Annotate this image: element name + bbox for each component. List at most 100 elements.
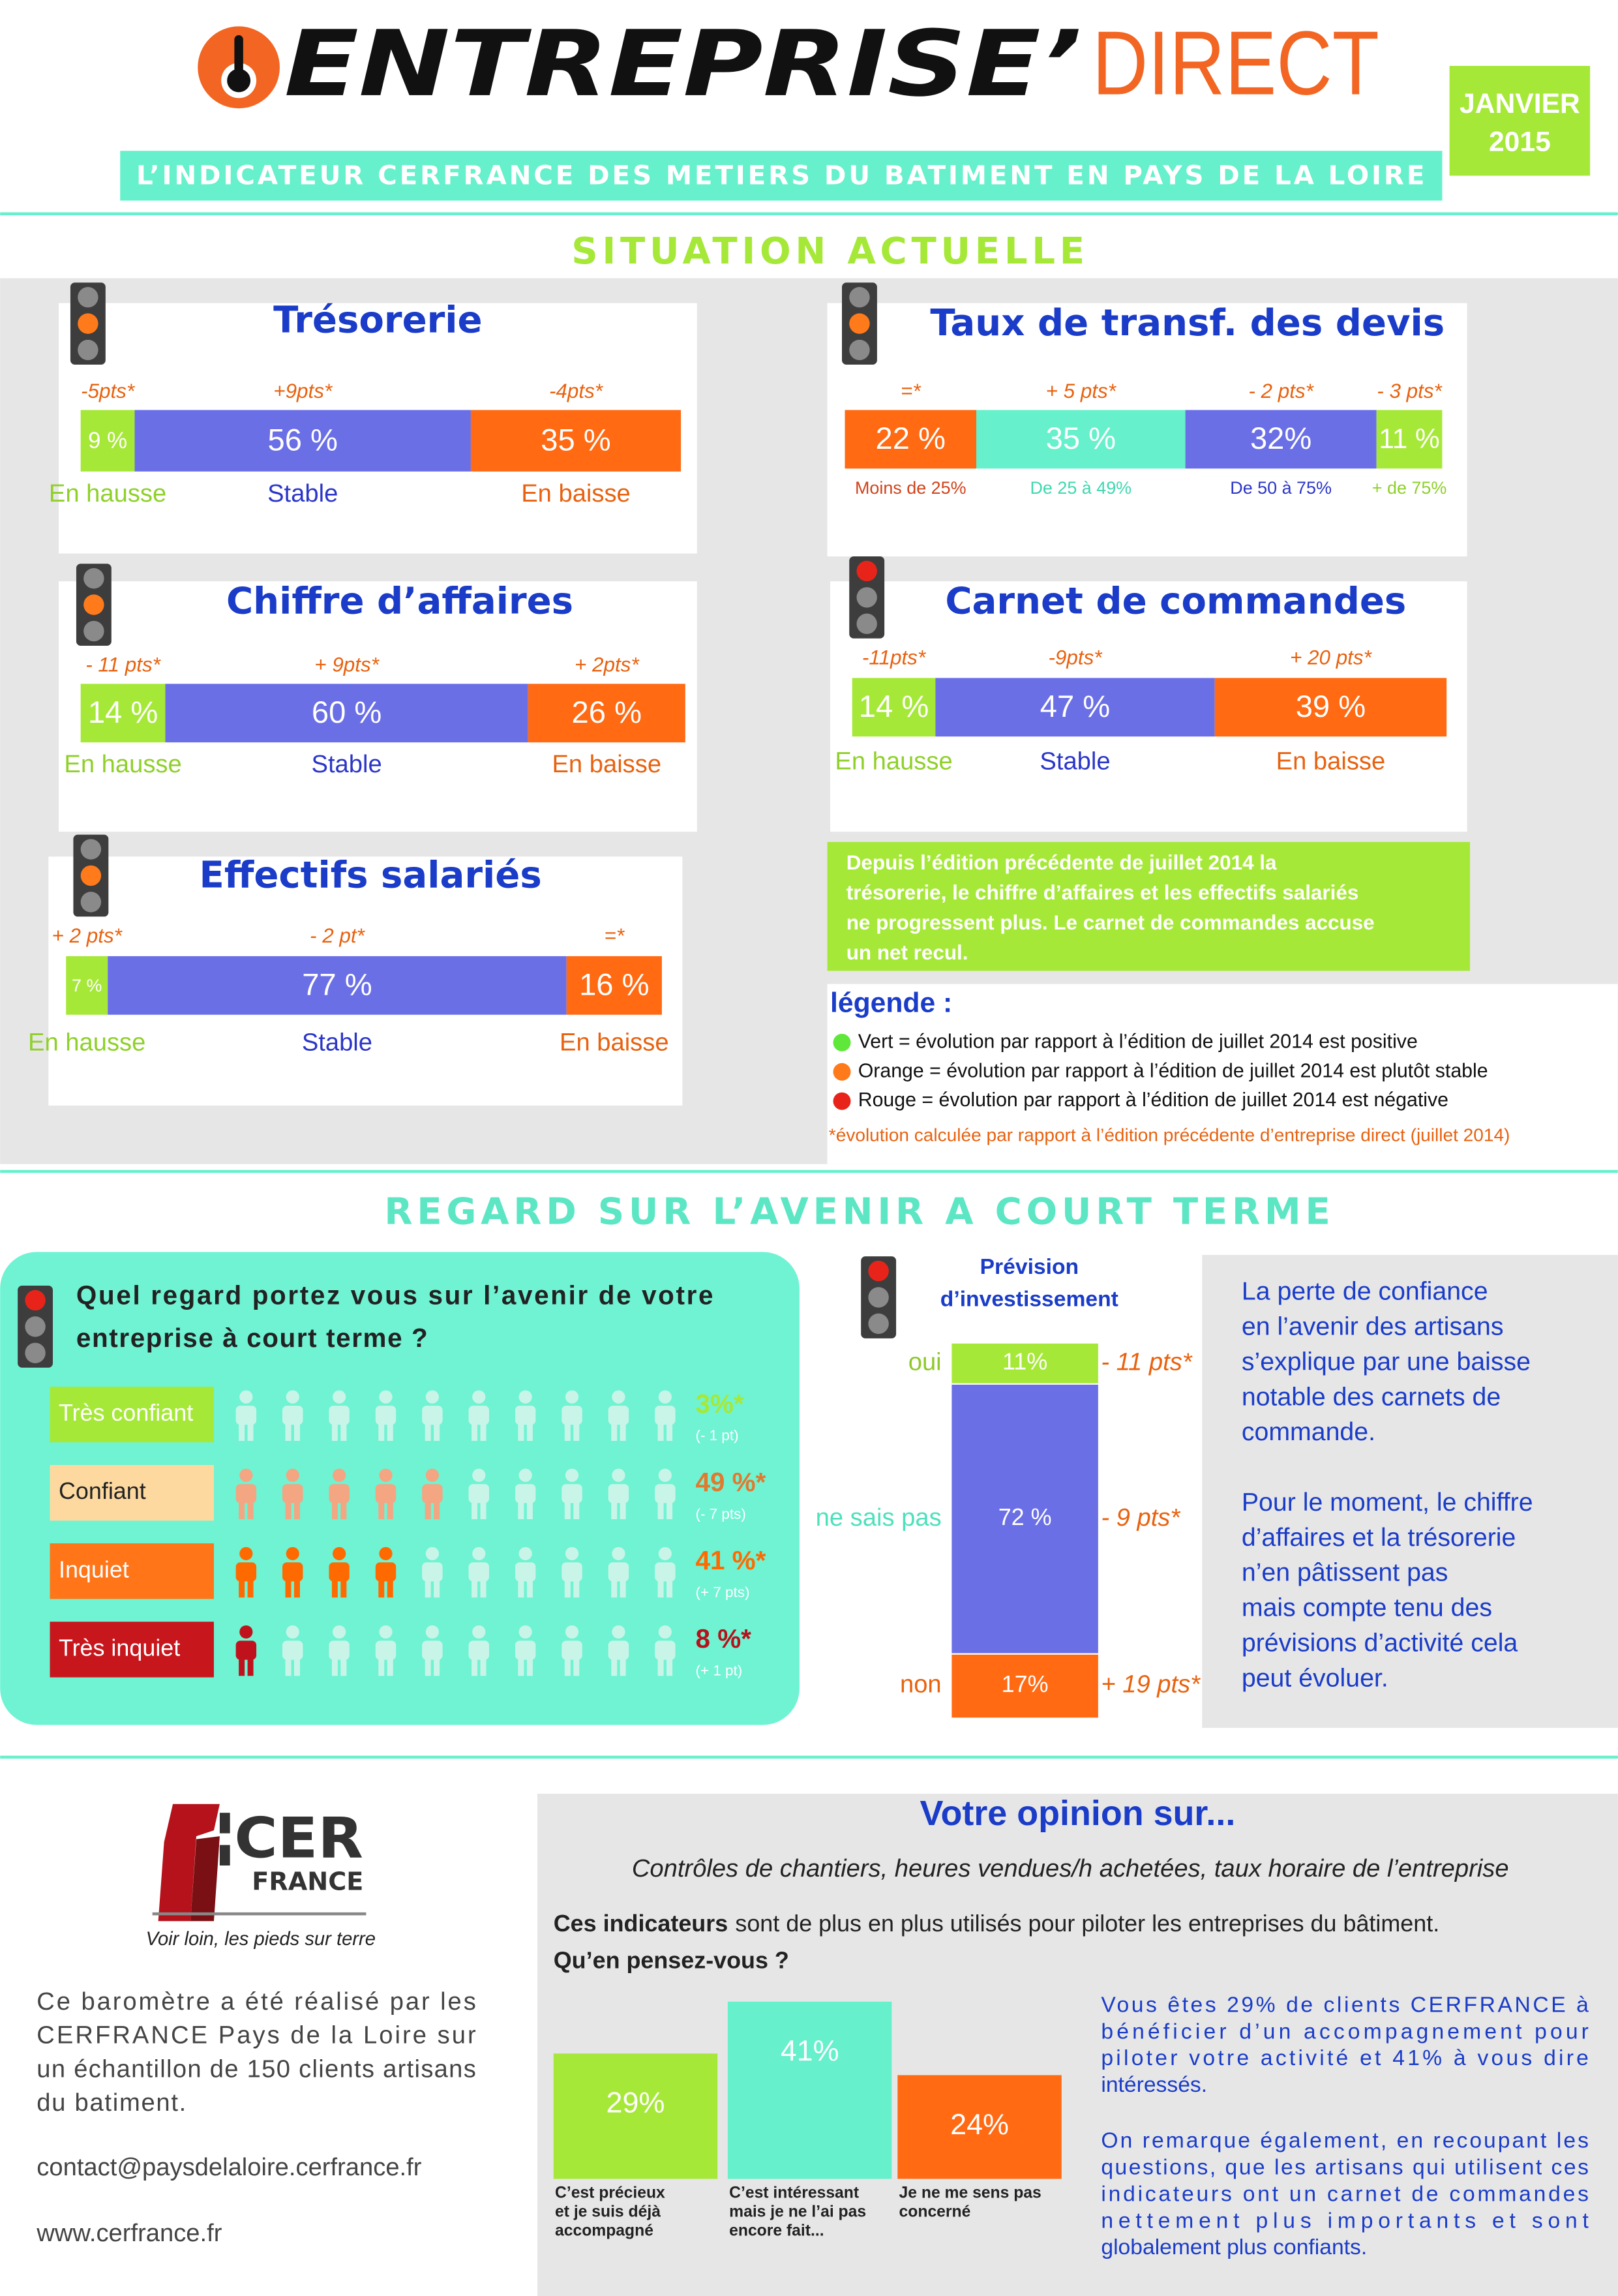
category-label: C’est intéressant [729,2184,859,2201]
traffic-light-lamp [868,1313,889,1335]
value-label: 14 % [859,689,929,723]
person-icon [655,1468,676,1520]
question-text: Quel regard portez vous sur l’avenir de … [76,1280,713,1310]
value-label: 11 % [1379,423,1439,454]
comment-text: n’en pâtissent pas [1242,1558,1448,1587]
category-label: Stable [1040,748,1110,776]
value-label: 17% [1002,1670,1049,1697]
person-body [235,1562,257,1582]
panel-title: Trésorerie [273,299,482,342]
person-leg [480,1423,487,1441]
bar-segment [134,410,471,472]
comment-text: intéressés. [1101,2073,1207,2097]
person-icon [329,1390,350,1441]
person-body [562,1562,582,1582]
answer-value: 3%* [696,1389,744,1419]
person-body [468,1640,489,1660]
person-leg [434,1423,440,1441]
person-icon [608,1468,629,1520]
comment-text: prévisions d’activité cela [1242,1628,1518,1657]
person-leg [434,1580,440,1598]
change-label: =* [605,924,625,947]
category-label: Stable [312,750,382,778]
bar-segment [951,1342,1098,1384]
category-label: oui [908,1348,942,1376]
person-body [375,1562,397,1582]
comment-text: mais compte tenu des [1242,1594,1492,1622]
comment-text: globalement plus confiants. [1101,2235,1367,2259]
change-label: + 9pts* [314,654,380,676]
logo-mark [190,1836,220,1922]
value-label: 11% [1002,1348,1047,1375]
category-label: accompagné [555,2222,653,2240]
person-leg [425,1580,431,1598]
change-label: - 2 pt* [310,924,366,947]
comment-text: questions, que les artisans qui utilisen… [1101,2156,1589,2180]
person-leg [611,1658,618,1676]
person-body [608,1484,629,1503]
person-icon [562,1547,582,1598]
person-head [658,1390,672,1404]
category-label: En baisse [560,1029,669,1057]
person-leg [340,1423,347,1441]
answer-label: Très confiant [59,1399,193,1426]
value-label: 41% [781,2034,839,2067]
summary-text: trésorerie, le chiffre d’affaires et les… [846,881,1359,904]
person-head [518,1625,532,1639]
person-head [658,1468,672,1482]
brand-suffix: DIRECT [1092,13,1379,114]
bar [727,2001,892,2179]
person-leg [564,1502,571,1520]
answer-box [50,1543,214,1599]
category-label: mais je ne l’ai pas [729,2203,866,2221]
person-icon [422,1547,443,1598]
value-label: 26 % [572,695,642,729]
traffic-light-lamp [83,594,104,615]
legend-box [827,984,1618,1164]
summary-text: un net recul. [846,941,968,964]
traffic-light-lamp [25,1290,46,1311]
person-leg [620,1502,626,1520]
traffic-light-lamp [849,313,870,334]
value-label: 22 % [876,421,946,455]
traffic-light-lamp [80,839,102,860]
value-label: 35 % [1046,421,1116,455]
person-leg [247,1502,254,1520]
category-label: Stable [302,1029,372,1057]
change-label: - 2 pts* [1248,380,1314,402]
category-label: De 50 à 75% [1230,478,1332,498]
value-label: 32% [1250,421,1311,455]
traffic-light-lamp [25,1316,46,1337]
bar-segment [566,956,662,1015]
person-body [515,1640,536,1660]
person-head [612,1625,625,1639]
person-icon [422,1468,443,1520]
question-rest: sont de plus en plus utilisés pour pilot… [735,1911,1439,1937]
question-strong: Qu’en pensez-vous ? [554,1947,789,1974]
legend-text: Vert = évolution par rapport à l’édition… [858,1031,1418,1052]
question-text: entreprise à court terme ? [76,1323,428,1353]
answer-change: (+ 7 pts) [696,1584,750,1600]
logo-text: FRANCE [252,1867,363,1896]
person-leg [247,1658,254,1676]
chart-title: d’investissement [940,1287,1118,1311]
person-icon [515,1390,536,1441]
question-panel [0,1252,800,1725]
person-leg [564,1423,571,1441]
person-leg [387,1658,393,1676]
person-leg [239,1423,245,1441]
panel-title: Chiffre d’affaires [226,581,573,623]
value-label: 60 % [312,695,382,729]
person-leg [573,1502,580,1520]
person-icon [375,1625,397,1676]
legend-dot [833,1063,851,1081]
person-head [565,1625,579,1639]
comment-text: piloter votre activité et 41% à vous dir… [1101,2046,1589,2070]
panel-title: Carnet de commandes [945,581,1406,623]
person-leg [526,1658,533,1676]
comment-text: indicateurs ont un carnet de commandes [1101,2182,1589,2206]
traffic-light-lamp [25,1342,46,1363]
person-body [375,1484,397,1503]
change-label: - 11 pts* [1101,1348,1192,1376]
person-leg [387,1502,393,1520]
